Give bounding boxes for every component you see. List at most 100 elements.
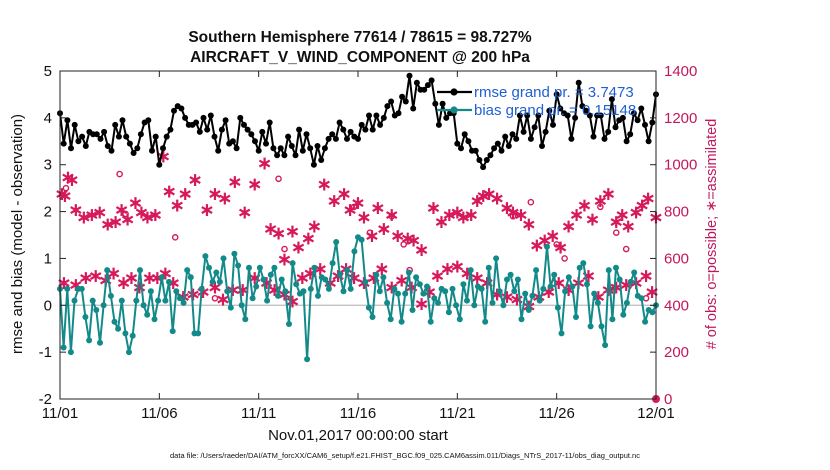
bias-data-point xyxy=(89,297,96,304)
bias-data-point xyxy=(547,283,554,290)
rmse-data-point xyxy=(491,145,498,152)
bias-data-point xyxy=(435,299,441,306)
bias-data-point xyxy=(613,264,619,271)
bias-data-point xyxy=(609,316,616,323)
rmse-data-point xyxy=(196,128,203,135)
obs-assimilated-marker: ∗ xyxy=(64,169,80,191)
y2-tick-label: 800 xyxy=(664,204,689,221)
rmse-data-point xyxy=(211,133,218,140)
bias-data-point xyxy=(235,262,242,269)
obs-assimilated-marker: ∗ xyxy=(628,202,644,224)
obs-assimilated-marker: ∗ xyxy=(84,204,100,226)
bias-data-point xyxy=(351,248,358,255)
rmse-data-point xyxy=(553,91,560,98)
rmse-data-point xyxy=(597,112,604,119)
y2-tick-label: 0 xyxy=(664,391,672,408)
obs-possible-marker xyxy=(116,170,123,178)
rmse-data-point xyxy=(296,126,303,133)
obs-assimilated-marker: ∗ xyxy=(316,173,332,195)
obs-assimilated-marker: ∗ xyxy=(60,166,76,188)
obs-assimilated-marker: ∗ xyxy=(68,199,84,221)
obs-assimilated-marker: ∗ xyxy=(336,183,352,205)
bias-data-point xyxy=(322,276,329,283)
obs-assimilated-marker: ∗ xyxy=(88,265,104,287)
bias-data-point xyxy=(100,302,107,309)
bias-data-point xyxy=(246,264,252,271)
obs-possible-marker xyxy=(561,255,568,262)
bias-data-point xyxy=(464,297,470,304)
rmse-data-point xyxy=(152,133,159,140)
rmse-data-point xyxy=(535,112,542,119)
bias-data-point xyxy=(442,288,449,295)
bias-data-point xyxy=(111,318,118,325)
bias-data-point xyxy=(504,276,510,283)
obs-assimilated-marker: ∗ xyxy=(237,202,253,224)
bias-data-point xyxy=(329,260,336,267)
rmse-data-point xyxy=(579,103,586,110)
bias-data-point xyxy=(587,323,594,330)
x-tick-label: 11/06 xyxy=(141,405,177,422)
bias-data-point xyxy=(64,285,71,292)
rmse-data-point xyxy=(204,126,211,133)
bias-data-point xyxy=(409,307,416,313)
rmse-data-point xyxy=(649,119,656,126)
obs-assimilated-marker: ∗ xyxy=(499,197,515,219)
rmse-data-point xyxy=(119,117,126,124)
rmse-data-point xyxy=(285,133,292,140)
x-tick-label: 11/26 xyxy=(538,405,574,422)
bias-data-point xyxy=(620,311,627,318)
rmse-data-point xyxy=(112,121,119,128)
bias-data-point xyxy=(278,276,285,283)
rmse-data-point xyxy=(325,135,332,142)
bias-data-point xyxy=(107,292,114,299)
rmse-data-point xyxy=(163,133,170,140)
rmse-data-point xyxy=(123,133,130,140)
rmse-data-point xyxy=(546,107,553,114)
rmse-data-point xyxy=(395,110,402,117)
rmse-data-point xyxy=(241,121,247,128)
rmse-data-point xyxy=(373,112,380,119)
obs-assimilated-marker: ∗ xyxy=(217,188,233,210)
rmse-data-point xyxy=(156,161,163,168)
obs-assimilated-marker: ∗ xyxy=(489,188,505,210)
rmse-data-point xyxy=(608,96,615,103)
rmse-data-point xyxy=(502,133,509,140)
bias-data-point xyxy=(373,271,380,278)
obs-assimilated-marker: ∗ xyxy=(187,169,203,191)
obs-assimilated-marker: ∗ xyxy=(600,183,616,205)
obs-assimilated-marker: ∗ xyxy=(441,204,457,226)
rmse-data-point xyxy=(524,112,531,119)
obs-possible-marker xyxy=(62,184,70,192)
bias-data-point xyxy=(231,250,238,257)
rmse-data-point xyxy=(472,147,479,154)
bias-data-point xyxy=(137,267,143,274)
bias-data-point xyxy=(216,278,223,285)
bias-data-point xyxy=(420,290,427,297)
bias-data-point xyxy=(365,304,372,311)
obs-assimilated-marker: ∗ xyxy=(384,204,400,226)
rmse-data-point xyxy=(380,114,387,121)
obs-assimilated-marker: ∗ xyxy=(177,183,193,205)
y2-tick-label: 400 xyxy=(664,297,689,314)
rmse-data-point xyxy=(399,93,406,100)
rmse-data-point xyxy=(645,138,652,145)
obs-assimilated-marker: ∗ xyxy=(108,211,124,233)
obs-assimilated-marker: ∗ xyxy=(370,197,386,219)
obs-assimilated-marker: ∗ xyxy=(584,209,600,231)
obs-possible-marker xyxy=(122,210,129,218)
rmse-data-point xyxy=(388,98,395,105)
obs-assimilated-marker: ∗ xyxy=(561,216,577,238)
rmse-data-point xyxy=(252,138,258,145)
bias-data-point xyxy=(467,267,474,274)
rmse-data-point xyxy=(130,150,137,156)
obs-assimilated-marker: ∗ xyxy=(78,267,94,289)
y-tick-label: 4 xyxy=(44,110,52,127)
rmse-data-point xyxy=(233,145,240,152)
rmse-data-point xyxy=(638,105,645,112)
obs-assimilated-marker: ∗ xyxy=(76,206,92,228)
bias-data-point xyxy=(489,299,496,306)
bias-data-point xyxy=(445,309,452,316)
obs-possible-marker xyxy=(281,245,288,253)
bias-data-point xyxy=(336,271,343,278)
obs-assimilated-marker: ∗ xyxy=(505,202,521,224)
